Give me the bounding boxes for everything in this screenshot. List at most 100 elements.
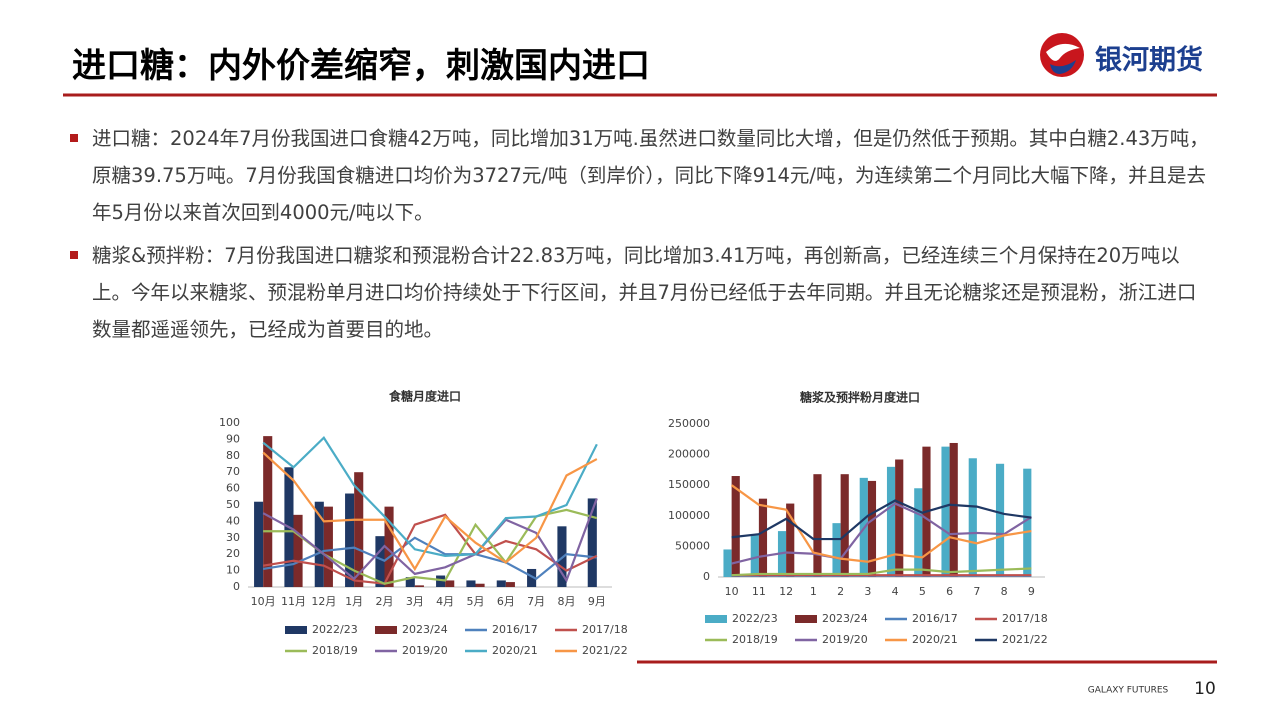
x-tick-label: 6月: [497, 595, 515, 608]
legend-label: 2021/22: [582, 644, 628, 657]
legend-label: 2022/23: [312, 623, 358, 636]
legend-label: 2022/23: [732, 612, 778, 625]
bar: [314, 501, 324, 587]
bar: [750, 534, 759, 577]
x-tick-label: 1: [810, 585, 817, 598]
y-tick-label: 250000: [668, 417, 710, 430]
bullets: 进口糖：2024年7月份我国进口食糖42万吨，同比增加31万吨.虽然进口数量同比…: [70, 120, 1215, 354]
line: [262, 513, 598, 585]
x-tick-label: 9月: [588, 595, 606, 608]
bullet: 糖浆&预拌粉：7月份我国进口糖浆和预混粉合计22.83万吨，同比增加3.41万吨…: [70, 237, 1215, 348]
bar: [254, 501, 264, 587]
bar: [758, 498, 768, 577]
x-tick-label: 1月: [345, 595, 363, 608]
legend-label: 2017/18: [1002, 612, 1048, 625]
bar: [375, 536, 385, 587]
bar: [263, 436, 273, 587]
legend-swatch: [285, 626, 307, 634]
y-tick-label: 100000: [668, 509, 710, 522]
bar: [895, 459, 904, 577]
chart-title: 食糖月度进口: [388, 389, 461, 404]
x-tick-label: 5月: [467, 595, 485, 608]
y-tick-label: 90: [226, 432, 240, 445]
bar: [496, 580, 506, 587]
y-tick-label: 70: [226, 465, 240, 478]
legend-label: 2016/17: [492, 623, 538, 636]
legend-label: 2020/21: [912, 633, 958, 646]
y-tick-label: 50: [226, 498, 240, 511]
bar: [731, 476, 740, 577]
bar: [384, 506, 394, 587]
line: [262, 451, 598, 572]
x-tick-label: 8月: [558, 595, 576, 608]
x-tick-label: 10: [725, 585, 739, 598]
bar: [405, 577, 415, 587]
x-tick-label: 3: [864, 585, 871, 598]
y-tick-label: 30: [226, 531, 240, 544]
bar: [587, 498, 597, 587]
line: [731, 502, 1032, 565]
x-tick-label: 2: [837, 585, 844, 598]
legend-label: 2017/18: [582, 623, 628, 636]
bar: [786, 503, 795, 577]
bar: [949, 442, 958, 577]
y-tick-label: 150000: [668, 478, 710, 491]
bar: [840, 474, 849, 577]
legend-label: 2023/24: [822, 612, 868, 625]
bar: [466, 580, 476, 587]
y-tick-label: 10: [226, 564, 240, 577]
line: [262, 536, 597, 581]
bullet: 进口糖：2024年7月份我国进口食糖42万吨，同比增加31万吨.虽然进口数量同比…: [70, 120, 1215, 231]
bar: [968, 458, 977, 577]
legend-label: 2023/24: [402, 623, 448, 636]
x-tick-label: 2月: [376, 595, 394, 608]
logo-icon: [1040, 33, 1084, 77]
x-tick-label: 8: [1001, 585, 1008, 598]
legend-label: 2019/20: [402, 644, 448, 657]
bar: [941, 446, 950, 577]
x-tick-label: 10月: [251, 595, 276, 608]
legend-label: 2018/19: [732, 633, 778, 646]
line: [731, 499, 1032, 541]
line: [262, 498, 598, 583]
bar: [475, 583, 485, 587]
y-tick-label: 80: [226, 449, 240, 462]
bar: [354, 472, 364, 587]
footer-brand: GALAXY FUTURES: [1088, 686, 1169, 696]
y-tick-label: 50000: [675, 539, 710, 552]
line: [262, 436, 598, 557]
bar: [293, 514, 303, 587]
page-number: 10: [1194, 679, 1216, 699]
bar: [414, 585, 424, 587]
bar: [886, 466, 896, 577]
legend-swatch: [705, 615, 727, 623]
x-tick-label: 4月: [436, 595, 454, 608]
bar: [436, 575, 446, 587]
bar: [345, 493, 355, 587]
x-tick-label: 12月: [311, 595, 336, 608]
legend-swatch: [795, 615, 817, 623]
legend-label: 2018/19: [312, 644, 358, 657]
y-tick-label: 40: [226, 514, 240, 527]
y-tick-label: 60: [226, 482, 240, 495]
bar: [995, 463, 1005, 577]
bar: [867, 480, 877, 577]
x-tick-label: 12: [779, 585, 793, 598]
bar: [1023, 468, 1032, 577]
legend-swatch: [375, 626, 397, 634]
bar: [813, 474, 822, 577]
x-tick-label: 7月: [527, 595, 545, 608]
bar: [723, 549, 732, 577]
legend-label: 2020/21: [492, 644, 538, 657]
slide-title: 进口糖：内外价差缩窄，刺激国内进口: [72, 46, 650, 86]
logo-text: 银河期货: [1095, 45, 1203, 76]
x-tick-label: 11月: [281, 595, 306, 608]
chart-title: 糖浆及预拌粉月度进口: [800, 390, 920, 405]
line: [730, 484, 1032, 563]
y-tick-label: 100: [219, 416, 240, 429]
y-tick-label: 20: [226, 547, 240, 560]
x-tick-label: 11: [752, 585, 766, 598]
bar: [914, 488, 923, 577]
x-tick-label: 9: [1028, 585, 1035, 598]
